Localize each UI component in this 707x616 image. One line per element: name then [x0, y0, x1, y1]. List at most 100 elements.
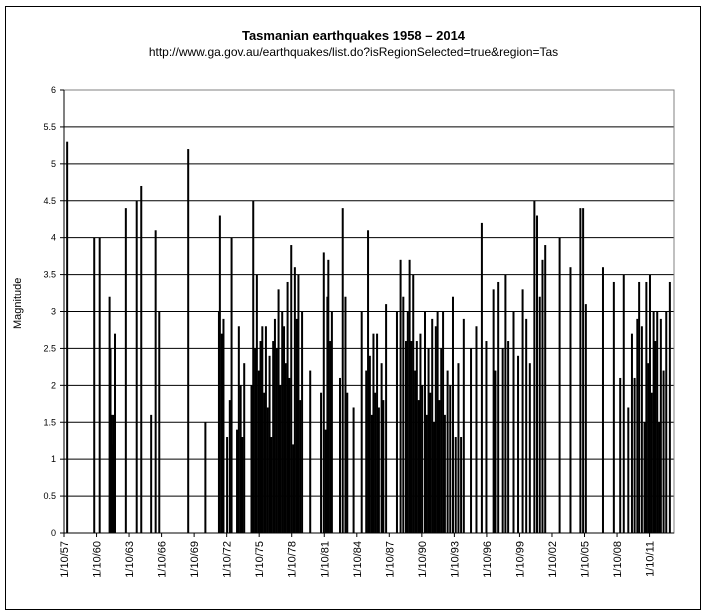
bar	[236, 429, 239, 533]
bar	[462, 318, 465, 533]
bar	[281, 311, 284, 533]
bar	[457, 363, 460, 533]
bar	[536, 215, 539, 533]
bar	[228, 400, 231, 533]
y-tick-label: 2	[51, 380, 56, 390]
bar	[662, 370, 665, 533]
bar	[668, 281, 671, 533]
bar	[327, 259, 330, 533]
bar	[425, 414, 428, 533]
bar	[320, 392, 323, 533]
bar	[538, 296, 541, 533]
bar	[647, 363, 650, 533]
bar	[270, 437, 273, 533]
x-tick-label: 1/10/72	[222, 541, 234, 578]
bar	[427, 348, 430, 533]
bar	[114, 333, 117, 533]
bar	[279, 385, 282, 533]
bar	[454, 437, 457, 533]
bar	[385, 304, 388, 533]
y-tick-label: 5.5	[43, 122, 56, 132]
bar	[404, 341, 407, 533]
bar	[636, 318, 639, 533]
bar	[414, 370, 417, 533]
bar	[329, 341, 332, 533]
bar	[290, 245, 293, 534]
bar	[187, 149, 190, 534]
bar	[299, 400, 302, 533]
bar	[140, 185, 143, 533]
bar	[533, 200, 536, 533]
x-tick-label: 1/10/69	[189, 541, 201, 578]
bar	[254, 348, 257, 533]
bar	[643, 422, 646, 533]
bar	[446, 370, 449, 533]
bar	[517, 355, 520, 533]
bar	[656, 311, 659, 533]
bar	[322, 252, 325, 533]
bar	[544, 245, 547, 534]
bar	[275, 348, 278, 533]
bar	[295, 318, 298, 533]
bar	[259, 341, 262, 533]
y-tick-label: 1	[51, 454, 56, 464]
x-tick-label: 1/10/60	[92, 541, 104, 578]
bar	[284, 363, 287, 533]
bar	[341, 208, 344, 533]
bar	[497, 281, 500, 533]
y-tick-label: 4.5	[43, 196, 56, 206]
bar	[431, 318, 434, 533]
bar	[633, 377, 636, 533]
bar	[376, 333, 379, 533]
bar	[252, 200, 255, 533]
bar	[412, 274, 415, 533]
bar	[433, 422, 436, 533]
bar	[352, 407, 355, 533]
bar	[504, 274, 507, 533]
bar	[93, 237, 96, 533]
x-tick-label: 1/10/05	[580, 541, 592, 578]
bar	[264, 326, 267, 533]
bar	[470, 348, 473, 533]
bar	[501, 348, 504, 533]
bar	[135, 200, 138, 533]
bar	[204, 422, 207, 533]
x-tick-label: 1/10/63	[124, 541, 136, 578]
y-tick-label: 2.5	[43, 343, 56, 353]
bar	[630, 333, 633, 533]
bar	[440, 348, 443, 533]
bar	[226, 437, 229, 533]
bar	[293, 267, 296, 533]
bar	[158, 311, 161, 533]
bar	[237, 326, 240, 533]
bar	[292, 444, 295, 533]
bar	[619, 377, 622, 533]
bar	[243, 363, 246, 533]
bar	[344, 296, 347, 533]
bar	[584, 304, 587, 533]
bar	[255, 274, 258, 533]
bar	[288, 377, 291, 533]
bar	[330, 311, 333, 533]
bar	[569, 267, 572, 533]
bar	[658, 422, 661, 533]
y-tick-label: 6	[51, 85, 56, 95]
bar	[415, 341, 418, 533]
bar	[277, 289, 280, 533]
x-tick-label: 1/10/11	[645, 541, 657, 577]
bar	[507, 341, 510, 533]
bar	[528, 363, 531, 533]
bar	[638, 281, 641, 533]
bar	[268, 355, 271, 533]
bar	[272, 341, 275, 533]
bar	[239, 385, 242, 533]
bar	[410, 341, 413, 533]
bar	[266, 407, 269, 533]
bar	[368, 355, 371, 533]
bar	[622, 274, 625, 533]
bar	[283, 326, 286, 533]
y-tick-label: 0	[51, 528, 56, 538]
bar	[438, 400, 441, 533]
bar	[241, 437, 244, 533]
bar	[652, 311, 655, 533]
